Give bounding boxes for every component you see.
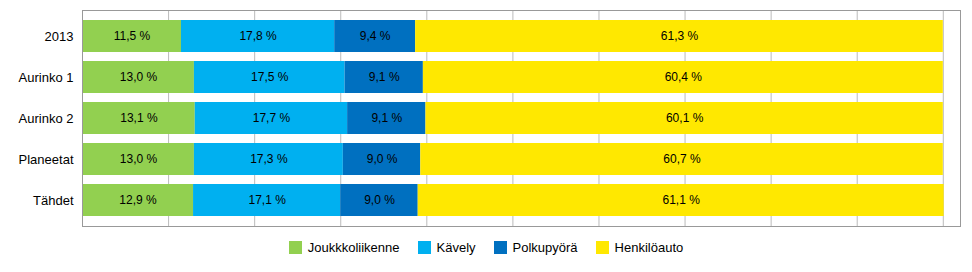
svg-text:17,3 %: 17,3 % bbox=[250, 152, 288, 166]
svg-text:17,8 %: 17,8 % bbox=[239, 29, 277, 43]
svg-text:17,7 %: 17,7 % bbox=[253, 111, 291, 125]
svg-text:9,4 %: 9,4 % bbox=[360, 29, 391, 43]
svg-text:13,0 %: 13,0 % bbox=[120, 70, 158, 84]
svg-text:61,3 %: 61,3 % bbox=[661, 29, 699, 43]
svg-text:9,0 %: 9,0 % bbox=[364, 193, 395, 207]
svg-text:2013: 2013 bbox=[45, 29, 74, 44]
svg-text:13,0 %: 13,0 % bbox=[120, 152, 158, 166]
svg-text:Aurinko 2: Aurinko 2 bbox=[19, 111, 74, 126]
svg-text:12,9 %: 12,9 % bbox=[119, 193, 157, 207]
svg-text:17,1 %: 17,1 % bbox=[248, 193, 286, 207]
html-text:Joukkkoliikenne: Joukkkoliikenne bbox=[307, 240, 400, 255]
svg-text:61,1 %: 61,1 % bbox=[662, 193, 700, 207]
svg-text:Tähdet: Tähdet bbox=[33, 193, 74, 208]
svg-text:60,4 %: 60,4 % bbox=[665, 70, 703, 84]
html-text:Kävely: Kävely bbox=[436, 240, 476, 255]
svg-text:11,5 %: 11,5 % bbox=[114, 29, 151, 43]
svg-text:9,1 %: 9,1 % bbox=[371, 111, 402, 125]
svg-text:17,5 %: 17,5 % bbox=[251, 70, 289, 84]
svg-text:60,7 %: 60,7 % bbox=[663, 152, 701, 166]
svg-text:60,1 %: 60,1 % bbox=[666, 111, 704, 125]
svg-text:Planeetat: Planeetat bbox=[19, 152, 74, 167]
html-text:Polkupyörä: Polkupyörä bbox=[512, 240, 578, 255]
svg-text:9,1 %: 9,1 % bbox=[369, 70, 400, 84]
svg-text:13,1 %: 13,1 % bbox=[120, 111, 158, 125]
svg-text:9,0 %: 9,0 % bbox=[367, 152, 398, 166]
html-text:Henkilöauto: Henkilöauto bbox=[614, 240, 684, 255]
svg-text:Aurinko 1: Aurinko 1 bbox=[19, 70, 74, 85]
